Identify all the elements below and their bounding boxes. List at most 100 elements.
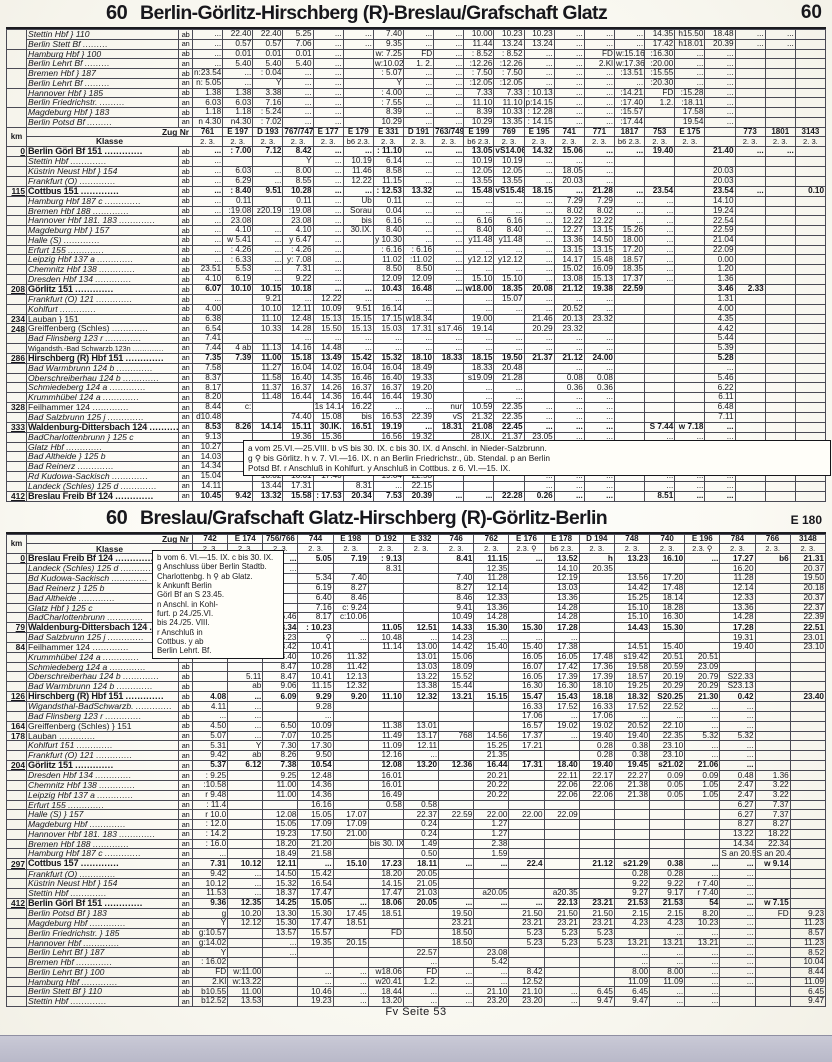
train-number[interactable]: 766	[754, 533, 791, 545]
time-cell	[438, 799, 475, 811]
train-number[interactable]: 753	[644, 126, 676, 138]
time-cell: ...	[553, 343, 585, 354]
train-number[interactable]: 740	[649, 533, 686, 545]
time-cell: 11.09	[367, 740, 404, 752]
time-cell: ...	[463, 244, 495, 256]
train-number[interactable]: 756/766	[262, 533, 299, 545]
km-cell	[6, 87, 27, 109]
train-number[interactable]: 744	[297, 533, 334, 545]
train-number[interactable]: E 176	[508, 533, 545, 545]
time-cell: ...	[312, 87, 344, 99]
train-number[interactable]: 3143	[794, 126, 827, 138]
km-cell	[6, 770, 27, 782]
time-cell: 10.48	[367, 632, 404, 644]
train-number[interactable]: E 175	[674, 126, 706, 138]
train-number[interactable]: 769	[493, 126, 525, 138]
train-number[interactable]: E 199	[463, 126, 495, 138]
time-cell	[613, 323, 646, 335]
train-number[interactable]: E 198	[332, 533, 369, 545]
time-cell: ...	[613, 29, 646, 40]
km-cell	[6, 947, 27, 959]
time-cell	[433, 362, 465, 374]
train-number[interactable]: 761	[191, 126, 224, 138]
table-row: Krummhübel 124 a .............ab8.4010.2…	[6, 651, 827, 663]
time-cell: ...	[704, 58, 736, 70]
table-row: Bad Warmbrunn 124 b ............. an 7.58 1…	[6, 362, 827, 374]
train-number[interactable]	[704, 126, 736, 138]
train-number[interactable]: 742	[192, 533, 229, 545]
train-number[interactable]: 773	[734, 126, 766, 138]
time-cell	[613, 303, 646, 315]
time-cell: w:17.36	[613, 58, 646, 70]
arr-dep-cell: an	[178, 411, 193, 423]
train-number[interactable]: D 191	[402, 126, 435, 138]
time-cell: 8.42	[508, 966, 545, 978]
train-number[interactable]: 748	[613, 533, 651, 545]
train-number[interactable]: 1801	[764, 126, 796, 138]
train-number[interactable]: E 332	[402, 533, 440, 545]
time-cell: 13.01	[402, 651, 440, 663]
time-cell	[613, 402, 646, 413]
train-number[interactable]: E 331	[372, 126, 404, 138]
train-number[interactable]: 771	[583, 126, 615, 138]
station-name: Cottbus 157	[28, 858, 79, 869]
train-number[interactable]: E 177	[312, 126, 344, 138]
train-number[interactable]: 741	[553, 126, 585, 138]
route-number: } 157	[63, 809, 84, 820]
train-number[interactable]: E 174	[227, 533, 264, 545]
km-cell	[6, 908, 27, 920]
time-cell: ...	[312, 264, 344, 276]
time-cell: 8.20	[191, 392, 224, 404]
train-number[interactable]: E 197	[222, 126, 254, 138]
station-name: Bad Reinerz	[28, 461, 76, 472]
train-number[interactable]: E 179	[342, 126, 374, 138]
time-cell	[508, 780, 545, 791]
time-cell: 20.03	[704, 165, 736, 177]
time-cell: ...	[433, 185, 465, 197]
time-cell	[674, 294, 706, 305]
time-cell: ...	[297, 966, 334, 978]
train-number[interactable]: E 178	[543, 533, 580, 545]
time-cell	[508, 838, 545, 850]
table-row: 178 Lauban ............. an 5.07... 7.07 10.2…	[6, 730, 827, 742]
time-cell: 16.30	[508, 681, 545, 693]
station-cell: Cottbus 151 .............	[26, 185, 179, 197]
time-cell: 17.50	[297, 828, 334, 840]
train-number[interactable]: E 195	[523, 126, 555, 138]
time-cell: ...	[297, 976, 334, 988]
train-number[interactable]: E 196	[684, 533, 721, 545]
time-cell: a20.05	[473, 888, 510, 899]
time-cell: ...	[402, 205, 435, 217]
train-number[interactable]: D 194	[578, 533, 615, 545]
time-cell: ...	[719, 957, 756, 968]
time-cell	[674, 185, 706, 197]
train-number[interactable]: D 192	[367, 533, 404, 545]
train-number[interactable]: D 193	[252, 126, 284, 138]
time-cell: ...	[191, 58, 224, 70]
time-cell: 20.29	[649, 681, 686, 693]
arr-dep-cell: an	[178, 451, 193, 463]
time-cell: ...	[191, 254, 224, 266]
train-number[interactable]: 746	[438, 533, 475, 545]
train-number[interactable]: 762	[473, 533, 510, 545]
arr-dep-cell: an	[178, 352, 193, 364]
time-cell: 22.37	[402, 809, 440, 821]
time-cell	[367, 819, 404, 830]
time-cell: 21.32	[463, 411, 495, 423]
train-number[interactable]: 767/747	[282, 126, 314, 138]
train-class: b6 2.3.	[543, 543, 580, 555]
time-cell	[613, 156, 646, 167]
time-cell: 19.24	[704, 205, 736, 217]
time-cell: ...	[553, 116, 585, 128]
train-number[interactable]: 3148	[789, 533, 827, 545]
train-number[interactable]: 1817	[613, 126, 646, 138]
time-cell	[332, 848, 369, 860]
route-number: } 151	[111, 721, 132, 731]
time-cell	[473, 918, 510, 929]
time-cell	[332, 622, 369, 634]
time-cell: ...	[674, 48, 706, 60]
time-cell: 19.40	[578, 759, 615, 772]
time-cell: 15.50	[312, 323, 344, 335]
train-number[interactable]: 784	[719, 533, 756, 545]
train-number[interactable]: 763/749	[433, 126, 465, 138]
